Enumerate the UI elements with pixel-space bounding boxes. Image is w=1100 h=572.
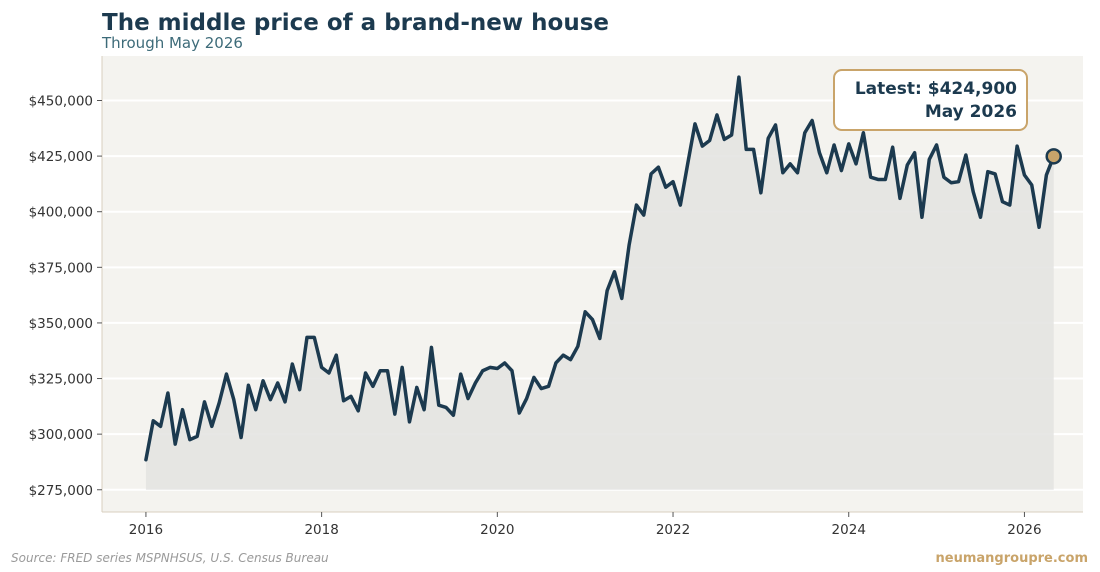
y-tick-label: $325,000 — [29, 372, 93, 388]
y-tick-label: $425,000 — [29, 149, 93, 165]
source-note: Source: FRED series MSPNHSUS, U.S. Censu… — [11, 551, 329, 565]
x-tick-label: 2024 — [832, 522, 866, 538]
x-tick-label: 2022 — [656, 522, 690, 538]
y-tick-label: $300,000 — [29, 427, 93, 443]
chart-subtitle: Through May 2026 — [102, 34, 243, 52]
x-tick-label: 2026 — [1007, 522, 1041, 538]
chart-title: The middle price of a brand-new house — [102, 10, 609, 36]
latest-point-marker — [1045, 148, 1062, 165]
y-tick-label: $375,000 — [29, 260, 93, 276]
x-tick-label: 2020 — [480, 522, 514, 538]
x-tick-label: 2016 — [129, 522, 163, 538]
y-tick-label: $275,000 — [29, 483, 93, 499]
y-tick-label: $350,000 — [29, 316, 93, 332]
latest-callout-box — [833, 69, 1028, 131]
y-tick-label: $450,000 — [29, 93, 93, 109]
y-tick-label: $400,000 — [29, 205, 93, 221]
x-tick-label: 2018 — [304, 522, 338, 538]
latest-callout-date: May 2026 — [925, 102, 1017, 122]
brand-link[interactable]: neumangroupre.com — [935, 551, 1088, 566]
price-line — [144, 75, 1056, 462]
latest-callout-value: Latest: $424,900 — [855, 79, 1017, 99]
